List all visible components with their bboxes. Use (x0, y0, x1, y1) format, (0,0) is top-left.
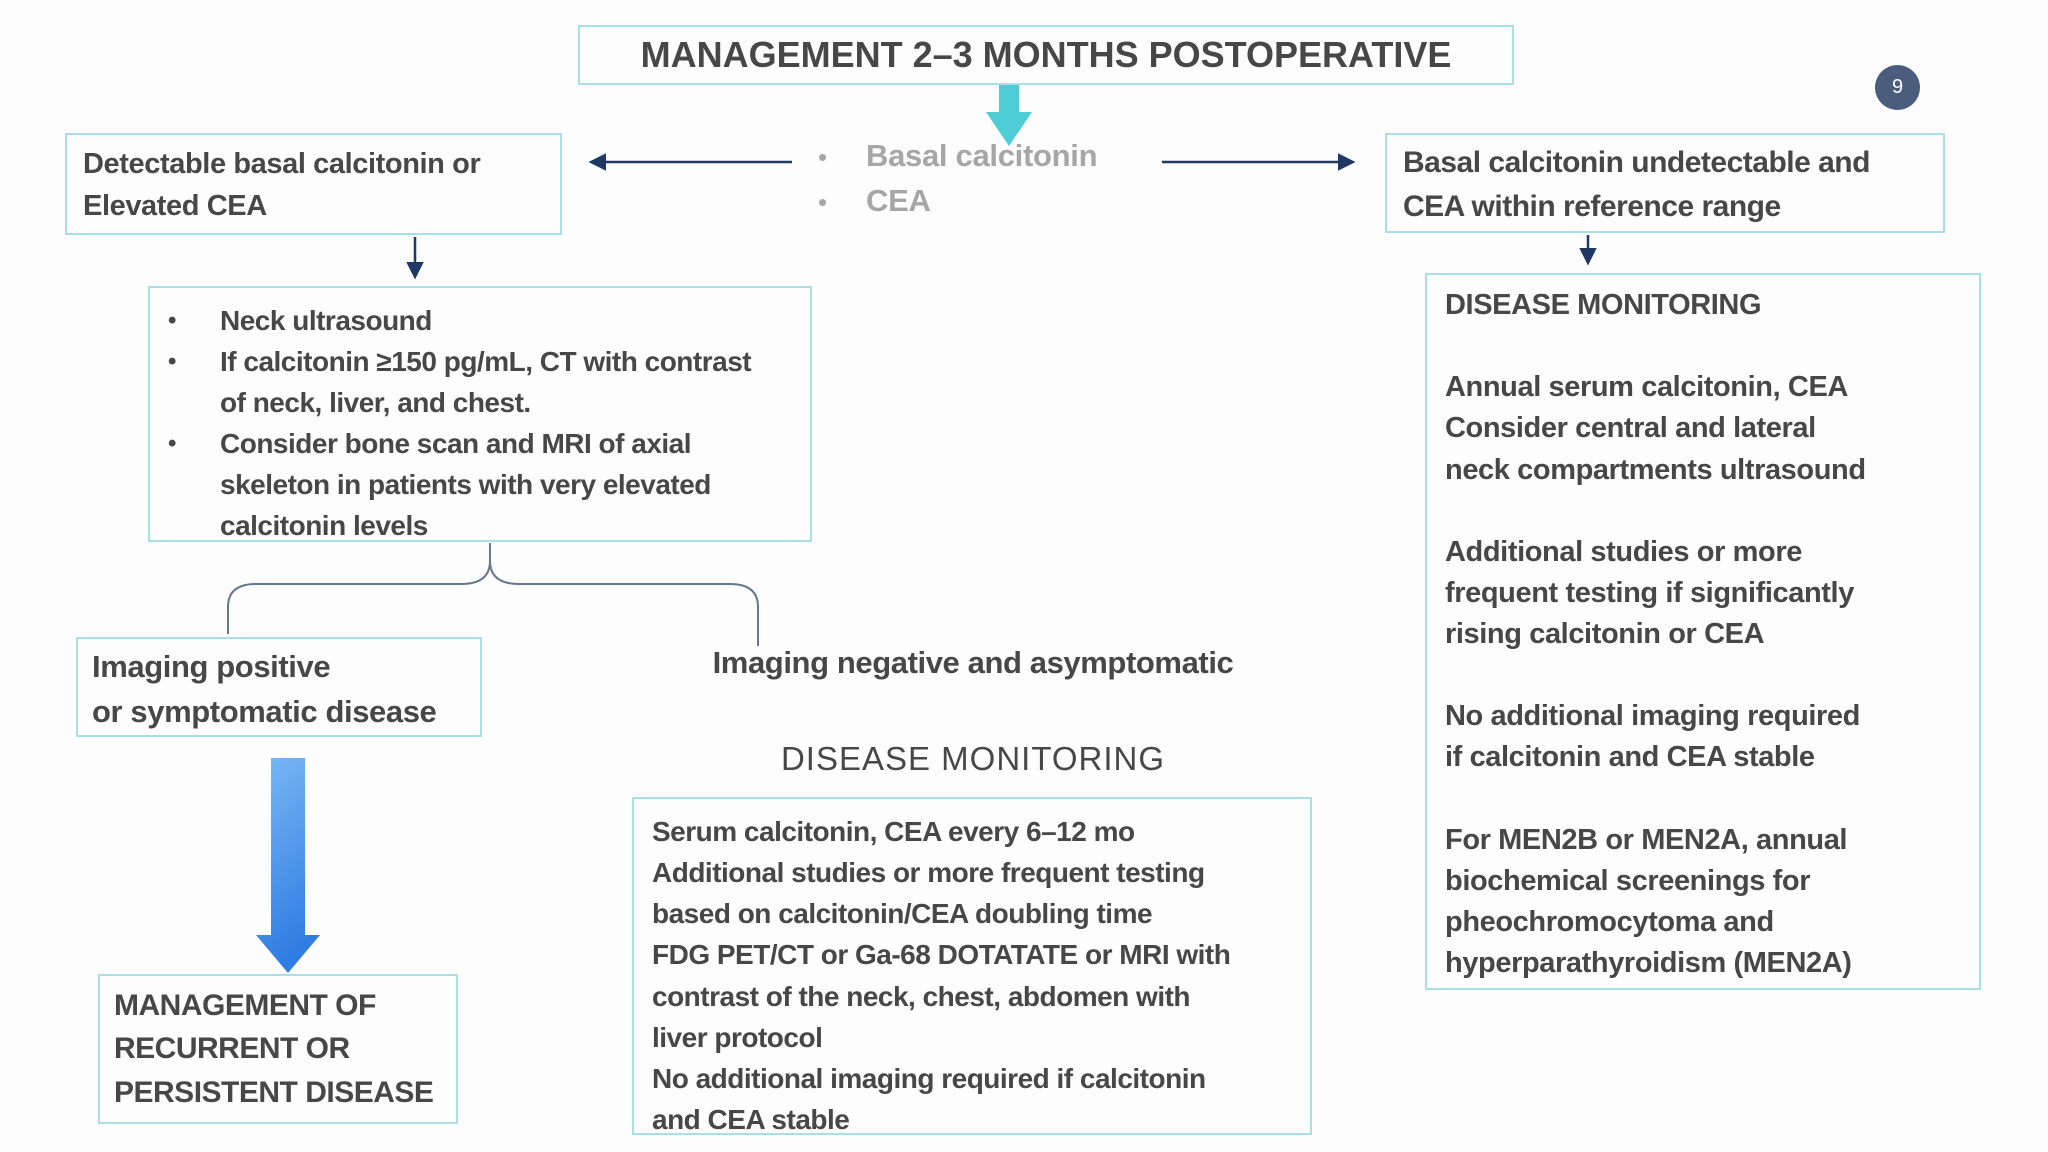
split-brace-left-icon (227, 543, 491, 634)
right-monitoring-paragraph: For MEN2B or MEN2A, annual biochemical s… (1445, 823, 1852, 980)
imaging-positive-text: Imaging positive or symptomatic disease (92, 649, 437, 729)
bullet-icon: • (818, 142, 828, 172)
center-marker-label: Basal calcitonin (866, 138, 1098, 173)
workup-item-text: If calcitonin ≥150 pg/mL, CT with contra… (220, 346, 752, 418)
left-condition-box: Detectable basal calcitonin or Elevated … (65, 133, 562, 235)
left-condition-text: Detectable basal calcitonin or Elevated … (83, 148, 481, 223)
page-number: 9 (1891, 76, 1904, 98)
bullet-icon: • (818, 187, 828, 217)
bullet-icon: • (168, 348, 177, 375)
list-item: • If calcitonin ≥150 pg/mL, CT with cont… (168, 341, 792, 423)
center-marker-label: CEA (866, 183, 931, 218)
right-condition-box: Basal calcitonin undetectable and CEA wi… (1385, 133, 1945, 233)
bullet-icon: • (168, 430, 177, 457)
right-condition-text: Basal calcitonin undetectable and CEA wi… (1403, 146, 1870, 223)
right-monitoring-title: DISEASE MONITORING (1445, 289, 1762, 321)
imaging-negative-heading: Imaging negative and asymptomatic (712, 645, 1234, 680)
list-item: • Consider bone scan and MRI of axial sk… (168, 423, 792, 546)
management-down-arrow-icon (256, 758, 320, 973)
split-brace-right-icon (489, 543, 759, 646)
right-monitoring-paragraph: Additional studies or more frequent test… (1445, 535, 1854, 651)
title-box: MANAGEMENT 2–3 MONTHS POSTOPERATIVE (578, 25, 1514, 85)
workup-item-text: Consider bone scan and MRI of axial skel… (220, 428, 711, 541)
bullet-icon: • (168, 307, 177, 334)
workup-box: • Neck ultrasound • If calcitonin ≥150 p… (148, 286, 812, 542)
right-monitoring-paragraph: No additional imaging required if calcit… (1445, 700, 1860, 774)
page-title: MANAGEMENT 2–3 MONTHS POSTOPERATIVE (640, 34, 1452, 75)
center-marker-list: • Basal calcitonin • CEA (818, 138, 1118, 228)
right-monitoring-paragraph: Annual serum calcitonin, CEA Consider ce… (1445, 371, 1866, 486)
disease-monitoring-heading: DISEASE MONITORING (780, 740, 1166, 777)
list-item: • CEA (818, 183, 1118, 219)
monitoring-details-text: Serum calcitonin, CEA every 6–12 mo Addi… (652, 816, 1231, 1136)
recurrent-disease-box: MANAGEMENT OF RECURRENT OR PERSISTENT DI… (98, 974, 458, 1124)
list-item: • Neck ultrasound (168, 300, 792, 341)
monitoring-details-box: Serum calcitonin, CEA every 6–12 mo Addi… (632, 797, 1312, 1135)
list-item: • Basal calcitonin (818, 138, 1118, 174)
title-down-arrow-icon (986, 84, 1032, 146)
right-monitoring-box: DISEASE MONITORING Annual serum calciton… (1425, 273, 1981, 990)
recurrent-disease-text: MANAGEMENT OF RECURRENT OR PERSISTENT DI… (114, 988, 434, 1109)
page-number-badge: 9 (1875, 65, 1920, 110)
workup-item-text: Neck ultrasound (220, 305, 432, 336)
imaging-positive-box: Imaging positive or symptomatic disease (76, 637, 482, 737)
